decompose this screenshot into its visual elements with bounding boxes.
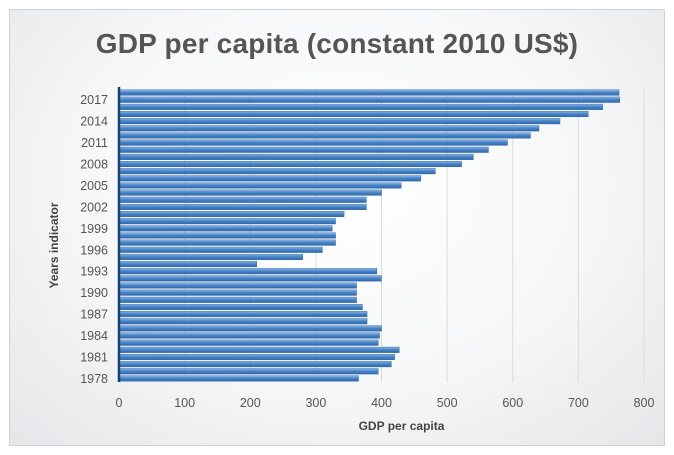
bar-2010 [118, 146, 489, 153]
bar-1979 [118, 368, 379, 375]
y-tick-label: 2014 [80, 115, 108, 129]
x-tick-label: 700 [568, 396, 589, 410]
bar-1998 [118, 232, 336, 239]
y-tick-label: 2017 [80, 93, 108, 107]
bar-1999 [118, 225, 333, 232]
y-tick-label: 1990 [80, 286, 108, 300]
y-tick-label: 1999 [80, 222, 108, 236]
bar-2011 [118, 139, 508, 146]
bar-2009 [118, 153, 474, 160]
bar-1985 [118, 325, 382, 332]
y-tick-label: 2005 [80, 179, 108, 193]
bar-2007 [118, 168, 436, 175]
x-tick-label: 600 [502, 396, 523, 410]
bar-2005 [118, 182, 402, 189]
bar-1986 [118, 318, 368, 325]
y-tick-label: 2002 [80, 200, 108, 214]
bar-2018 [118, 89, 620, 96]
bar-1994 [118, 261, 258, 268]
x-tick-label: 100 [174, 396, 195, 410]
bar-1995 [118, 253, 303, 260]
y-tick-label: 2011 [81, 136, 108, 150]
bar-1993 [118, 268, 378, 275]
bar-1987 [118, 311, 368, 318]
bar-1996 [118, 246, 323, 253]
bar-1983 [118, 339, 379, 346]
x-tick-label: 800 [634, 396, 655, 410]
bar-2016 [118, 103, 603, 110]
y-tick-label: 1981 [80, 350, 108, 364]
bar-1978 [118, 375, 359, 382]
bar-2014 [118, 118, 561, 125]
y-tick-label: 2008 [80, 158, 108, 172]
x-tick-label: 200 [240, 396, 261, 410]
bar-2003 [118, 196, 367, 203]
bar-2015 [118, 111, 589, 117]
bar-1991 [118, 282, 357, 289]
y-tick-label: 1984 [80, 329, 108, 343]
bar-1997 [118, 239, 336, 246]
bar-1990 [118, 289, 357, 296]
x-tick-label: 400 [371, 396, 392, 410]
x-tick-label: 0 [116, 396, 123, 410]
bar-1984 [118, 332, 380, 339]
x-tick-label: 500 [437, 396, 458, 410]
bar-2006 [118, 175, 422, 182]
y-axis-title: Years indicator [47, 202, 61, 288]
bar-1989 [118, 296, 357, 303]
bar-1982 [118, 346, 400, 353]
y-tick-label: 1993 [80, 265, 108, 279]
bar-1988 [118, 303, 363, 310]
y-tick-label: 1978 [80, 372, 108, 386]
bar-2008 [118, 161, 462, 168]
y-tick-label: 1996 [80, 243, 108, 257]
y-tick-label: 1987 [80, 308, 108, 322]
chart-title: GDP per capita (constant 2010 US$) [95, 28, 579, 59]
x-axis-title: GDP per capita [359, 419, 445, 433]
bar-1992 [118, 275, 382, 282]
bar-2013 [118, 125, 540, 132]
bar-1980 [118, 361, 392, 368]
bar-2012 [118, 132, 531, 139]
bar-2017 [118, 96, 620, 103]
bar-2001 [118, 211, 345, 218]
bar-1981 [118, 354, 395, 360]
x-tick-label: 300 [305, 396, 326, 410]
bar-2002 [118, 203, 367, 210]
bar-2004 [118, 189, 382, 196]
bar-2000 [118, 218, 336, 225]
